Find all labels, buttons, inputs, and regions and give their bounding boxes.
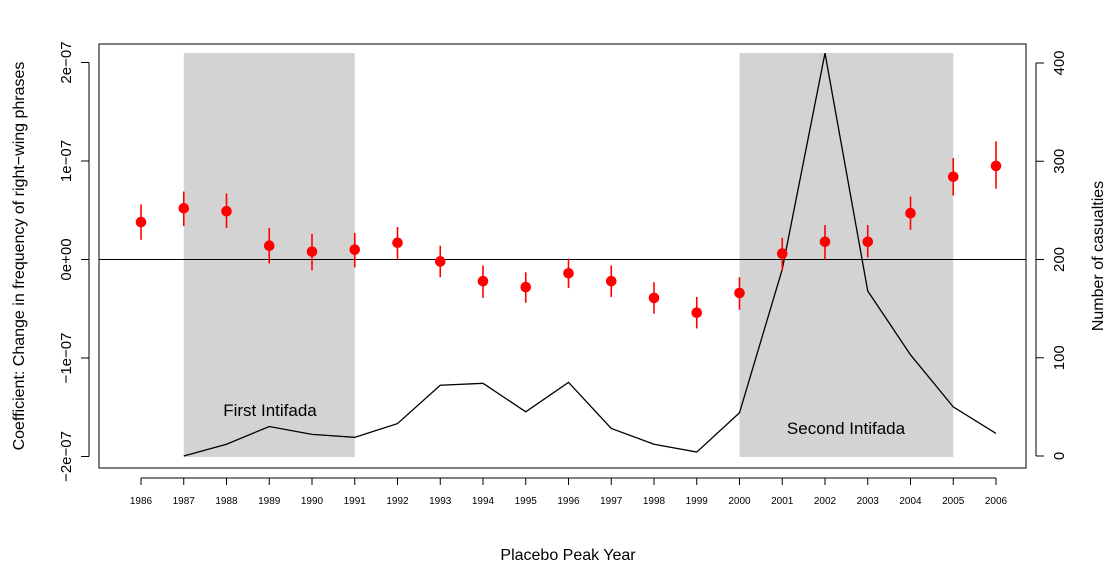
data-point xyxy=(862,236,874,248)
annotation-label: Second Intifada xyxy=(787,419,906,438)
data-point xyxy=(306,246,318,257)
casualties-line-series xyxy=(183,53,997,457)
x-tick-label: 1996 xyxy=(557,496,580,507)
x-tick-label: 2005 xyxy=(942,496,965,507)
x-tick-label: 1998 xyxy=(643,496,666,507)
x-tick-label: 2002 xyxy=(814,496,837,507)
x-tick-label: 1990 xyxy=(301,496,324,507)
data-point xyxy=(520,281,532,293)
right-tick-label: 300 xyxy=(1051,149,1068,174)
data-point xyxy=(135,216,147,228)
x-tick-label: 1988 xyxy=(215,496,238,507)
right-tick-label: 0 xyxy=(1051,452,1068,460)
x-tick-label: 1995 xyxy=(515,496,538,507)
x-tick-label: 1987 xyxy=(173,496,196,507)
annotation-label: First Intifada xyxy=(223,401,317,420)
x-tick-label: 1991 xyxy=(344,496,367,507)
x-tick-label: 2003 xyxy=(857,496,880,507)
data-point xyxy=(691,307,703,318)
data-point xyxy=(990,160,1002,172)
data-point xyxy=(563,267,574,279)
data-point xyxy=(819,236,831,248)
data-point xyxy=(734,287,745,299)
right-tick-label: 400 xyxy=(1051,50,1068,75)
left-tick-label: 1e−07 xyxy=(58,140,75,182)
right-y-axis-label: Number of casualties xyxy=(1090,181,1107,331)
coefficient-series xyxy=(135,141,1002,329)
x-tick-label: 2000 xyxy=(728,496,751,507)
data-point xyxy=(905,207,916,219)
x-tick-label: 1994 xyxy=(472,496,495,507)
casualties-line xyxy=(183,53,997,457)
right-tick-label: 200 xyxy=(1051,247,1068,272)
left-tick-label: −1e−07 xyxy=(58,333,75,384)
data-point xyxy=(392,237,403,249)
x-tick-label: 2006 xyxy=(985,496,1008,507)
data-point xyxy=(605,275,617,287)
data-point xyxy=(263,240,275,252)
data-point xyxy=(349,244,361,255)
right-y-axis: 0 100 200 300 400 xyxy=(1035,50,1068,460)
x-tick-label: 1997 xyxy=(600,496,623,507)
left-tick-label: 0e+00 xyxy=(58,238,75,280)
x-tick-label: 2004 xyxy=(899,496,922,507)
data-point xyxy=(178,202,190,214)
data-point xyxy=(477,275,489,287)
shaded-region-2 xyxy=(739,53,954,457)
x-tick-label: 1992 xyxy=(386,496,409,507)
x-axis-label: Placebo Peak Year xyxy=(500,547,636,564)
shaded-regions xyxy=(183,53,954,457)
x-tick-label: 1989 xyxy=(258,496,281,507)
data-point xyxy=(221,205,232,217)
data-point xyxy=(776,248,788,259)
x-tick-label: 2001 xyxy=(771,496,794,507)
left-y-axis-label: Coefficient: Change in frequency of righ… xyxy=(11,62,28,451)
left-tick-label: −2e−07 xyxy=(58,431,75,482)
x-tick-label: 1999 xyxy=(686,496,709,507)
left-tick-label: 2e−07 xyxy=(58,41,75,83)
right-tick-label: 100 xyxy=(1051,345,1068,370)
x-axis: 1986 1987 1988 1989 1990 1991 1992 1993 1994 1995… xyxy=(130,477,1008,507)
plot-frame xyxy=(98,43,1027,469)
x-tick-label: 1986 xyxy=(130,496,153,507)
intifada-labels: First Intifada Second Intifada xyxy=(223,401,905,438)
x-tick-label: 1993 xyxy=(429,496,452,507)
data-point xyxy=(947,171,959,183)
data-point xyxy=(648,292,660,304)
data-point xyxy=(434,256,446,267)
left-y-axis: −2e−07 −1e−07 0e+00 1e−07 2e−07 xyxy=(58,41,90,482)
